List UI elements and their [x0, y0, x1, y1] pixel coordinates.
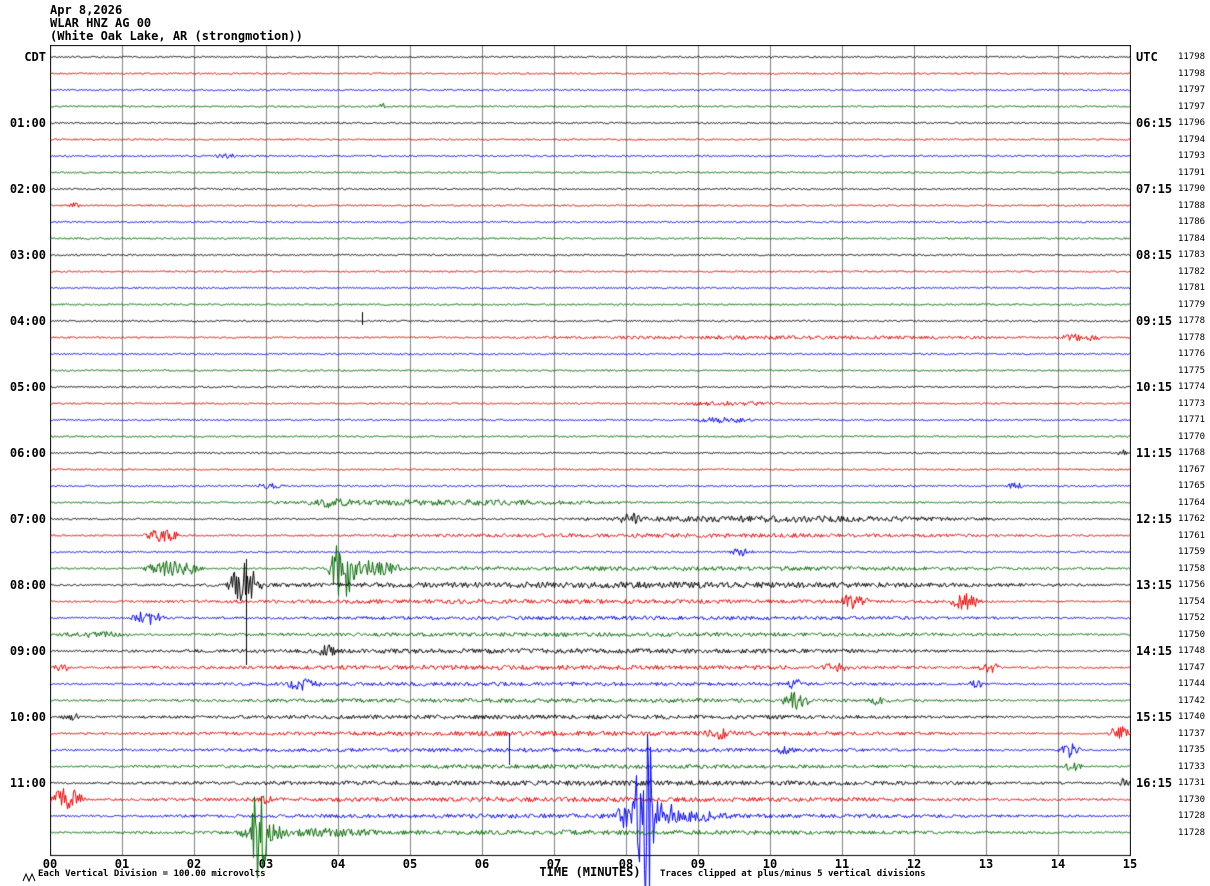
trace-id: 11786 [1178, 217, 1206, 227]
trace-id: 11761 [1178, 530, 1206, 541]
cdt-time-label: 11:00 [9, 776, 46, 790]
utc-axis-label: UTC [1136, 50, 1158, 64]
cdt-time-label: 06:00 [9, 446, 46, 460]
cdt-time-label: 01:00 [9, 116, 46, 130]
utc-time-label: 13:15 [1136, 578, 1173, 592]
cdt-time-label: 02:00 [9, 182, 46, 196]
trace-id: 11773 [1178, 398, 1206, 409]
trace-id: 11764 [1178, 497, 1206, 508]
trace-id: 11762 [1178, 514, 1206, 524]
trace-id: 11776 [1178, 349, 1206, 359]
trace-id: 11728 [1178, 827, 1206, 838]
trace-id: 11793 [1178, 151, 1206, 161]
utc-time-label: 15:15 [1136, 710, 1173, 724]
trace-id: 11782 [1178, 266, 1206, 277]
utc-time-label: 09:15 [1136, 314, 1173, 328]
trace-id: 11778 [1178, 332, 1206, 343]
cdt-time-label: 05:00 [9, 380, 46, 394]
trace-id: 11728 [1178, 811, 1206, 821]
trace-id: 11768 [1178, 448, 1206, 458]
trace-id: 11775 [1178, 365, 1206, 376]
location-label: (White Oak Lake, AR (strongmotion)) [50, 29, 303, 43]
station-label: WLAR HNZ AG 00 [50, 16, 152, 30]
cdt-time-label: 07:00 [9, 512, 46, 526]
trace-id: 11781 [1178, 283, 1206, 293]
cdt-axis-label: CDT [24, 50, 46, 64]
trace-id: 11767 [1178, 464, 1206, 475]
trace-id: 11735 [1178, 745, 1206, 755]
trace-id: 11731 [1178, 778, 1206, 788]
trace-id: 11790 [1178, 184, 1206, 194]
utc-time-label: 16:15 [1136, 776, 1173, 790]
trace-id: 11779 [1178, 299, 1206, 310]
trace-id: 11742 [1178, 695, 1206, 706]
cdt-time-label: 03:00 [9, 248, 46, 262]
utc-time-label: 14:15 [1136, 644, 1173, 658]
cdt-time-label: 04:00 [9, 314, 46, 328]
trace-id: 11750 [1178, 629, 1206, 640]
cdt-time-label: 08:00 [9, 578, 46, 592]
utc-time-label: 12:15 [1136, 512, 1173, 526]
trace-id: 11730 [1178, 794, 1206, 805]
trace-id: 11740 [1178, 712, 1206, 722]
utc-time-label: 07:15 [1136, 182, 1173, 196]
trace-id: 11788 [1178, 200, 1206, 211]
trace-id: 11771 [1178, 415, 1206, 425]
utc-time-label: 06:15 [1136, 116, 1173, 130]
utc-time-label: 11:15 [1136, 446, 1173, 460]
utc-time-label: 10:15 [1136, 380, 1173, 394]
trace-id: 11784 [1178, 233, 1206, 244]
trace-id: 11758 [1178, 563, 1206, 574]
trace-id: 11791 [1178, 167, 1206, 178]
trace-id: 11748 [1178, 646, 1206, 656]
trace-id: 11770 [1178, 431, 1206, 442]
date-label: Apr 8,2026 [50, 3, 123, 17]
trace-id: 11778 [1178, 316, 1206, 326]
trace-id: 11798 [1178, 52, 1206, 62]
trace-id: 11774 [1178, 382, 1206, 392]
trace-id: 11737 [1178, 728, 1206, 739]
cdt-time-label: 10:00 [9, 710, 46, 724]
trace-id: 11783 [1178, 250, 1206, 260]
trace-id: 11754 [1178, 596, 1206, 607]
trace-id: 11797 [1178, 101, 1206, 112]
utc-time-label: 08:15 [1136, 248, 1173, 262]
trace-id: 11796 [1178, 118, 1206, 128]
trace-id: 11798 [1178, 68, 1206, 79]
trace-id: 11756 [1178, 580, 1206, 590]
helicorder-canvas [50, 45, 1131, 886]
cdt-time-label: 09:00 [9, 644, 46, 658]
trace-id: 11765 [1178, 481, 1206, 491]
trace-id: 11733 [1178, 761, 1206, 772]
amplitude-scale-icon [22, 872, 36, 882]
trace-id: 11759 [1178, 547, 1206, 557]
trace-id: 11794 [1178, 134, 1206, 145]
trace-id: 11752 [1178, 613, 1206, 623]
trace-id: 11747 [1178, 662, 1206, 673]
trace-id: 11744 [1178, 679, 1206, 689]
trace-id: 11797 [1178, 85, 1206, 95]
